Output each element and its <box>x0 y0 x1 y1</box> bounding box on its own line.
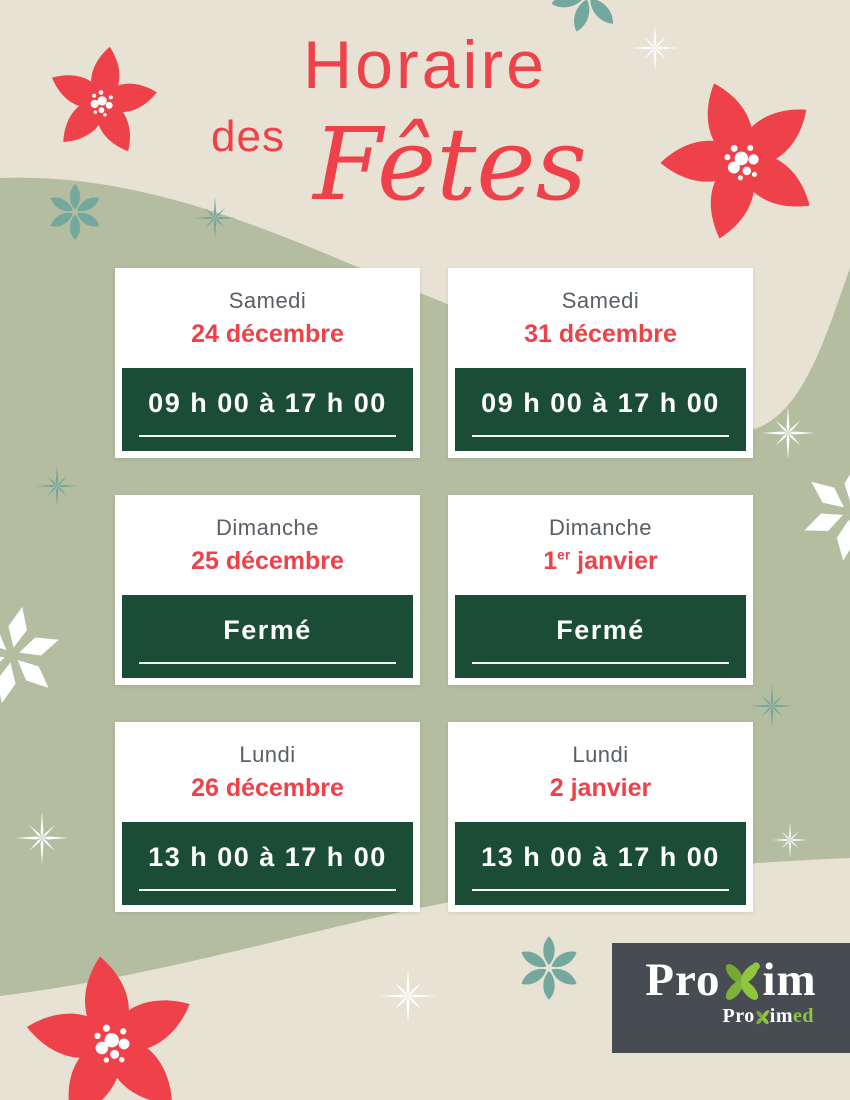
proxim-leaf-x-icon <box>725 962 760 1000</box>
card-hours-band: 09 h 00 à 17 h 00 <box>455 368 746 451</box>
hours-underline <box>472 889 729 891</box>
schedule-card: Dimanche 1er janvier Fermé <box>448 495 753 685</box>
tagline-text-pro: Pro <box>722 1005 755 1027</box>
card-hours-band: 09 h 00 à 17 h 00 <box>122 368 413 451</box>
snowflake-icon <box>515 934 583 1002</box>
tagline-text-im: im <box>769 1005 793 1027</box>
poinsettia-icon <box>10 940 213 1100</box>
card-date: 31 décembre <box>524 320 677 348</box>
hours-underline <box>472 435 729 437</box>
card-day: Lundi <box>572 742 629 767</box>
schedule-card: Samedi 31 décembre 09 h 00 à 17 h 00 <box>448 268 753 458</box>
card-day: Samedi <box>561 288 640 313</box>
card-hours: 13 h 00 à 17 h 00 <box>481 842 720 872</box>
card-hours-band: Fermé <box>455 595 746 678</box>
card-date: 1er janvier <box>448 547 753 576</box>
brand-text-pro: Pro <box>645 954 721 1006</box>
snowflake-icon <box>45 182 105 242</box>
card-hours: Fermé <box>223 615 312 645</box>
date-number: 1 <box>543 547 558 575</box>
schedule-card: Lundi 2 janvier 13 h 00 à 17 h 00 <box>448 722 753 912</box>
sparkle-star-icon <box>749 683 795 729</box>
sparkle-star-icon <box>15 811 69 865</box>
sparkle-star-icon <box>193 196 237 240</box>
sparkle-star-icon <box>35 464 79 508</box>
title-horaire: Horaire <box>303 27 547 103</box>
card-hours-band: 13 h 00 à 17 h 00 <box>455 822 746 905</box>
hours-underline <box>472 662 729 664</box>
card-date: 25 décembre <box>191 547 344 575</box>
card-hours: Fermé <box>556 615 645 645</box>
proxim-brand: Pro im <box>612 953 850 1007</box>
card-hours: 09 h 00 à 17 h 00 <box>481 388 720 418</box>
title-fetes: Fêtes <box>313 106 587 223</box>
card-date: 24 décembre <box>191 320 344 348</box>
card-day: Dimanche <box>215 515 320 540</box>
card-date: 26 décembre <box>191 774 344 802</box>
card-hours: 09 h 00 à 17 h 00 <box>148 388 387 418</box>
card-hours: 13 h 00 à 17 h 00 <box>148 842 387 872</box>
schedule-card: Lundi 26 décembre 13 h 00 à 17 h 00 <box>115 722 420 912</box>
tagline-text-ed: ed <box>793 1005 814 1027</box>
schedule-card: Dimanche 25 décembre Fermé <box>115 495 420 685</box>
card-hours-band: 13 h 00 à 17 h 00 <box>122 822 413 905</box>
hours-underline <box>139 435 396 437</box>
title-des: des <box>211 112 285 161</box>
hours-underline <box>139 889 396 891</box>
date-month: janvier <box>570 547 658 575</box>
proxim-leaf-x-icon <box>756 1010 769 1025</box>
card-day: Lundi <box>239 742 296 767</box>
card-day: Dimanche <box>548 515 653 540</box>
schedule-card: Samedi 24 décembre 09 h 00 à 17 h 00 <box>115 268 420 458</box>
card-day: Samedi <box>228 288 307 313</box>
date-ordinal: er <box>557 547 571 563</box>
proxim-logo: Pro im Pro im ed <box>612 943 850 1053</box>
sparkle-star-icon <box>772 822 808 858</box>
hours-underline <box>139 662 396 664</box>
sparkle-star-icon <box>761 406 815 460</box>
brand-text-im: im <box>762 954 817 1006</box>
proximed-tagline: Pro im ed <box>723 1005 814 1028</box>
card-hours-band: Fermé <box>122 595 413 678</box>
card-date: 2 janvier <box>549 774 652 802</box>
sparkle-star-icon <box>379 967 437 1025</box>
